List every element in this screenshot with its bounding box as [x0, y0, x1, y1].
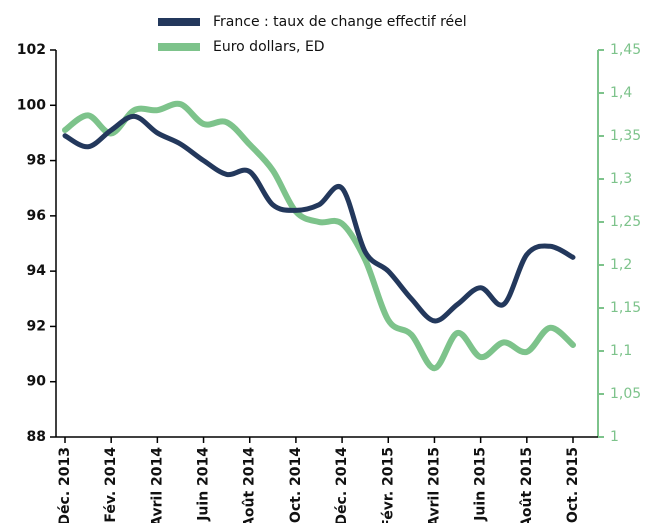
x-tick-label: Oct. 2014 [288, 447, 304, 523]
y2-tick-label: 1,25 [610, 214, 641, 230]
y2-tick-label: 1,35 [610, 128, 641, 144]
x-tick-label: Déc. 2013 [57, 447, 73, 523]
legend-label: France : taux de change effectif réel [213, 14, 467, 30]
x-tick-label: Août 2015 [519, 447, 535, 523]
y-tick-label: 96 [27, 208, 46, 224]
y2-tick-label: 1,45 [610, 42, 641, 58]
y-tick-label: 92 [27, 318, 46, 334]
y2-tick-label: 1,3 [610, 171, 632, 187]
y2-tick-label: 1 [610, 429, 619, 445]
y-tick-label: 102 [17, 42, 46, 58]
x-tick-label: Avril 2014 [149, 447, 165, 523]
y-tick-label: 88 [27, 429, 46, 445]
x-tick-label: Fév. 2014 [103, 447, 119, 523]
y-tick-label: 90 [27, 374, 47, 390]
y2-tick-label: 1,2 [610, 257, 632, 273]
y2-tick-label: 1,15 [610, 300, 641, 316]
y-tick-label: 94 [27, 263, 47, 279]
y2-tick-label: 1,1 [610, 343, 632, 359]
x-tick-label: Oct. 2015 [565, 447, 581, 523]
x-tick-label: Avril 2015 [426, 447, 442, 523]
legend-swatch [158, 18, 200, 26]
x-tick-label: Déc. 2014 [334, 447, 350, 523]
legend-label: Euro dollars, ED [213, 39, 325, 55]
legend-swatch [158, 43, 200, 51]
x-tick-label: Juin 2015 [473, 447, 489, 522]
y2-tick-label: 1,4 [610, 85, 632, 101]
y-tick-label: 98 [27, 153, 46, 169]
x-tick-label: Août 2014 [242, 447, 258, 523]
y2-tick-label: 1,05 [610, 386, 641, 402]
x-tick-label: Févr. 2015 [380, 447, 396, 523]
series-line [62, 113, 576, 324]
x-tick-label: Juin 2014 [196, 447, 212, 522]
series-line [62, 100, 576, 372]
y-tick-label: 100 [17, 97, 46, 113]
